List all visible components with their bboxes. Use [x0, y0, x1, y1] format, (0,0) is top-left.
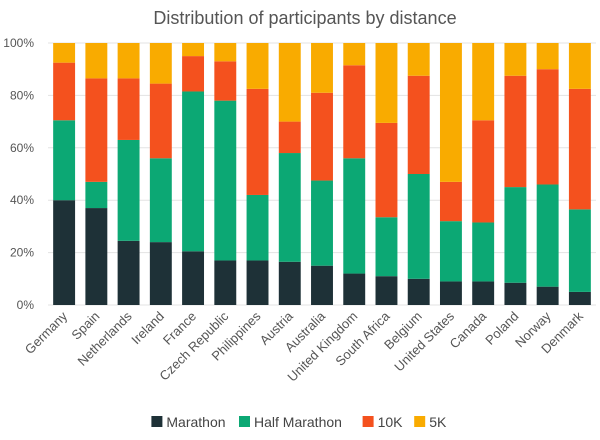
bar-segment — [117, 43, 140, 79]
bar-segment — [278, 153, 301, 262]
bar-segment — [246, 260, 269, 305]
bar-segment — [407, 43, 430, 76]
bar-segment — [85, 181, 108, 209]
bar-segment — [149, 242, 172, 305]
bar-segment — [472, 43, 495, 121]
bar-segment — [246, 43, 269, 89]
bar-segment — [439, 281, 462, 305]
bar-segment — [407, 75, 430, 174]
bar-segment — [343, 43, 366, 66]
bar-segment — [182, 251, 205, 305]
bar-segment — [568, 43, 591, 89]
bar-segment — [85, 78, 108, 182]
bar-segment — [117, 139, 140, 241]
bar-segment — [182, 56, 205, 92]
bar-segment — [536, 43, 559, 70]
bar-segment — [343, 158, 366, 274]
bar-segment — [182, 43, 205, 57]
bar-segment — [472, 281, 495, 305]
bar-segment — [311, 265, 333, 305]
bar-segment — [246, 194, 269, 261]
y-tick-label: 20% — [10, 246, 34, 260]
bar-segment — [536, 184, 559, 287]
bar-segment — [375, 276, 398, 305]
bar-segment — [504, 282, 527, 305]
bar-segment — [117, 78, 140, 140]
bar-segment — [53, 43, 76, 63]
bar-segment — [407, 278, 430, 305]
legend-label: Half Marathon — [254, 414, 342, 430]
bar-segment — [182, 91, 205, 252]
legend-swatch — [239, 416, 250, 427]
bar-segment — [439, 221, 462, 282]
y-tick-label: 100% — [3, 36, 34, 50]
x-tick-label: Canada — [446, 308, 489, 351]
bar-segment — [407, 174, 430, 279]
legend-label: 10K — [378, 414, 404, 430]
legend-swatch — [362, 416, 374, 427]
legend-swatch — [414, 416, 426, 427]
x-tick-label: Ireland — [128, 309, 167, 348]
bar-segment — [214, 260, 237, 305]
bar-segment — [85, 43, 108, 79]
bar-segment — [311, 92, 333, 181]
bar-segment — [311, 180, 333, 266]
bar-segment — [214, 100, 237, 261]
bar-segment — [439, 181, 462, 222]
bar-segment — [375, 43, 398, 123]
bar-segment — [472, 120, 495, 223]
bar-segment — [536, 69, 559, 185]
bar-segment — [149, 83, 172, 159]
bar-segment — [53, 120, 76, 201]
bar-segment — [278, 261, 301, 305]
x-tick-label: Germany — [22, 308, 71, 357]
bar-segment — [343, 273, 366, 305]
bar-segment — [246, 88, 269, 195]
bar-segment — [214, 61, 237, 101]
bar-segment — [117, 240, 140, 305]
bar-segment — [278, 121, 301, 154]
bar-segment — [85, 208, 108, 305]
bar-segment — [568, 209, 591, 292]
bar-segment — [311, 43, 333, 93]
bar-segment — [149, 158, 172, 243]
bar-segment — [504, 75, 527, 188]
bar-segment — [568, 291, 591, 305]
legend-swatch — [151, 416, 163, 427]
bar-segment — [278, 43, 301, 122]
y-tick-label: 40% — [10, 193, 34, 207]
legend-label: Marathon — [166, 414, 225, 430]
bar-segment — [375, 217, 398, 277]
y-tick-label: 80% — [10, 88, 34, 102]
bar-segment — [149, 43, 172, 84]
chart-title: Distribution of participants by distance — [153, 8, 456, 28]
bar-segment — [375, 122, 398, 218]
bar-segment — [472, 222, 495, 282]
y-tick-label: 60% — [10, 141, 34, 155]
y-tick-label: 0% — [17, 298, 35, 312]
bar-segment — [536, 286, 559, 305]
bar-segment — [53, 200, 76, 305]
bar-segment — [343, 65, 366, 159]
legend-label: 5K — [429, 414, 447, 430]
bar-segment — [504, 43, 527, 76]
bar-segment — [53, 62, 76, 121]
bar-segment — [568, 88, 591, 210]
bar-segment — [214, 43, 237, 62]
bar-segment — [439, 43, 462, 182]
bar-segment — [504, 187, 527, 283]
